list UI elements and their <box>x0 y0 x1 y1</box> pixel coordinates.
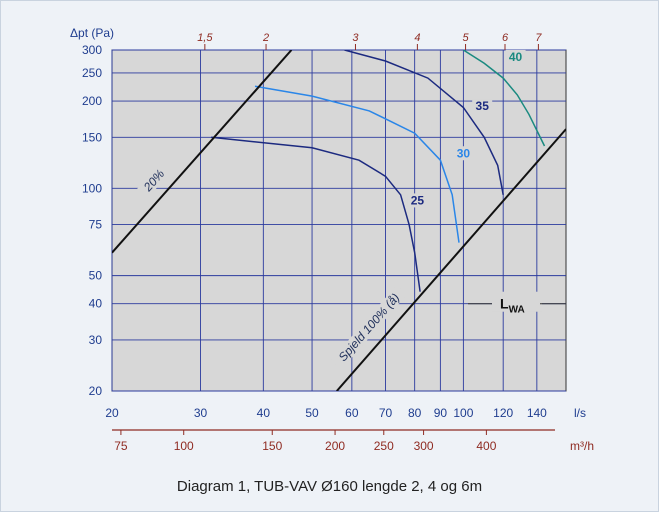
ref-label-bg <box>136 162 172 199</box>
y-tick-label: 250 <box>82 66 102 80</box>
series-label-bg <box>407 193 428 208</box>
series-label: 35 <box>476 99 490 113</box>
x-tick-label: 120 <box>493 406 513 420</box>
velocity-tick-label: 3 <box>352 32 359 44</box>
velocity-tick-label: 6 <box>502 32 509 44</box>
velocity-tick-label: 7 <box>535 32 542 44</box>
velocity-tick-label: 1,5 <box>197 32 213 44</box>
series-line-40 <box>462 50 546 147</box>
y-tick-label: 75 <box>89 218 103 232</box>
series-line-35 <box>344 50 504 195</box>
x-tick-label: 100 <box>453 406 473 420</box>
x2-tick-label: 300 <box>414 439 434 453</box>
velocity-tick-label: 2 <box>262 32 269 44</box>
x2-tick-label: 75 <box>114 439 128 453</box>
x2-axis-unit: m³/h <box>570 439 594 453</box>
y-tick-label: 300 <box>82 43 102 57</box>
velocity-tick-label: 4 <box>414 32 420 44</box>
y-tick-label: 200 <box>82 94 102 108</box>
ref-label-bg <box>330 285 408 370</box>
x-tick-label: 140 <box>527 406 547 420</box>
series-label: 40 <box>509 50 523 64</box>
reference-line-damper-100 <box>336 128 566 391</box>
series-label-bg <box>453 146 474 161</box>
x2-tick-label: 150 <box>262 439 282 453</box>
y-tick-label: 150 <box>82 130 102 144</box>
x-tick-label: 60 <box>345 406 359 420</box>
x-tick-label: 30 <box>194 406 208 420</box>
reference-line-min-damper <box>112 50 293 254</box>
chart-caption: Diagram 1, TUB-VAV Ø160 lengde 2, 4 og 6… <box>176 478 483 495</box>
x-tick-label: 80 <box>408 406 422 420</box>
series-line-25 <box>211 136 421 292</box>
x-tick-label: 50 <box>305 406 319 420</box>
x-tick-label: 20 <box>105 406 119 420</box>
y-tick-label: 50 <box>89 269 103 283</box>
x-tick-label: 40 <box>257 406 271 420</box>
x2-tick-label: 200 <box>325 439 345 453</box>
lwa-label-bg <box>492 291 542 312</box>
series-label: 25 <box>411 193 425 207</box>
y-tick-label: 30 <box>89 333 103 347</box>
series-label-bg <box>505 49 526 64</box>
x-tick-label: 90 <box>434 406 448 420</box>
lwa-label-main: L <box>500 296 509 312</box>
series-label: 30 <box>457 146 471 160</box>
x-tick-label: 70 <box>379 406 393 420</box>
x2-tick-label: 250 <box>374 439 394 453</box>
lwa-label-sub: WA <box>509 305 525 316</box>
series-line-30 <box>254 85 460 243</box>
x-axis-unit: l/s <box>574 406 586 420</box>
x2-tick-label: 100 <box>174 439 194 453</box>
lwa-label: LWA <box>500 296 525 316</box>
velocity-tick-label: 5 <box>462 32 469 44</box>
y-tick-label: 20 <box>89 384 103 398</box>
y-tick-label: 100 <box>82 181 102 195</box>
x2-tick-label: 400 <box>476 439 496 453</box>
series-label-bg <box>472 99 493 114</box>
y-axis-label: Δpt (Pa) <box>70 26 114 40</box>
y-tick-label: 40 <box>89 297 103 311</box>
